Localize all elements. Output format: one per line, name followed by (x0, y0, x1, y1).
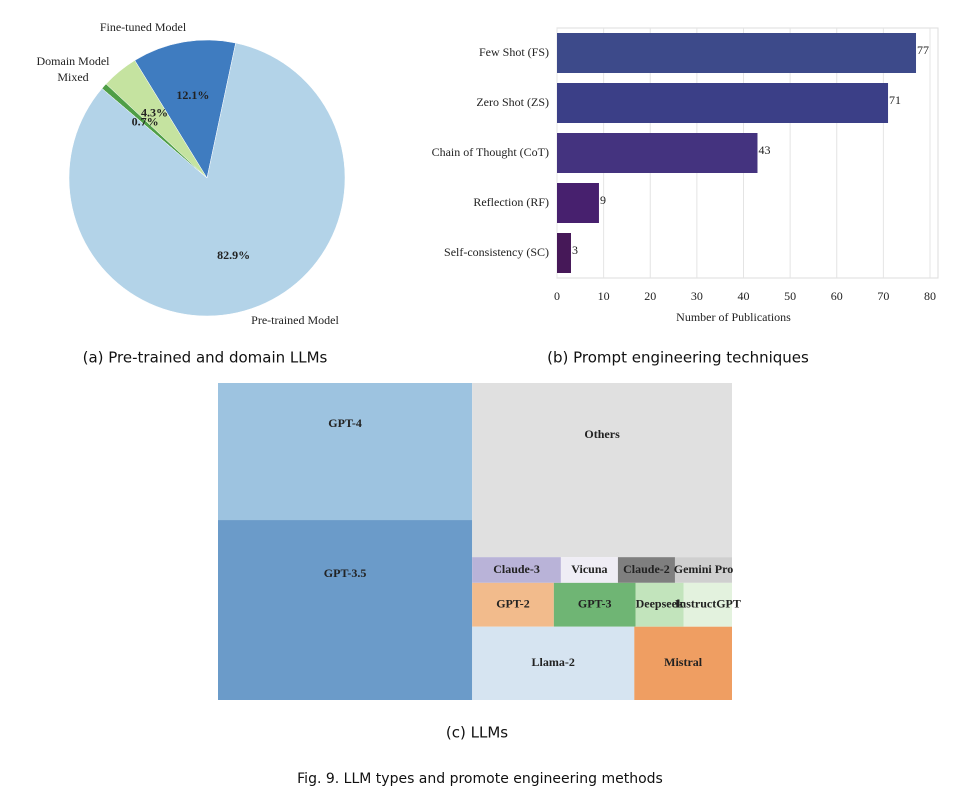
y-tick-label: Self-consistency (SC) (444, 245, 549, 259)
slice-label: 0.7% (132, 115, 159, 129)
cell-label: Claude-3 (493, 562, 540, 576)
data-label: 9 (600, 193, 606, 207)
category-label: Pre-trained Model (251, 313, 339, 327)
cell-label: GPT-3 (578, 597, 612, 611)
treemap-cell (218, 520, 473, 700)
cell-label: Others (584, 427, 620, 441)
treemap-cell (472, 557, 561, 583)
y-tick-label: Zero Shot (ZS) (476, 95, 549, 109)
treemap-cell (674, 557, 732, 583)
slice-label: 4.3% (141, 106, 168, 120)
x-tick-label: 70 (877, 289, 889, 303)
bar (557, 33, 917, 73)
x-tick-label: 10 (598, 289, 610, 303)
cell-label: Mistral (664, 655, 703, 669)
bar (557, 183, 599, 223)
x-tick-label: 30 (691, 289, 703, 303)
x-tick-label: 60 (831, 289, 843, 303)
y-tick-label: Chain of Thought (CoT) (432, 145, 549, 159)
cell-label: GPT-3.5 (324, 566, 367, 580)
category-label: Mixed (57, 70, 88, 84)
treemap-cell (683, 582, 732, 627)
cell-label: Deepseek (636, 597, 684, 611)
slice-label: 82.9% (217, 248, 250, 262)
x-tick-label: 80 (924, 289, 936, 303)
pie-slice (134, 39, 236, 179)
x-tick-label: 20 (644, 289, 656, 303)
category-label: Domain Model (37, 54, 111, 68)
data-label: 77 (917, 43, 929, 57)
treemap-cell (553, 582, 636, 627)
cell-label: GPT-4 (328, 416, 362, 430)
x-axis-label: Number of Publications (676, 310, 791, 324)
slice-label: 12.1% (176, 88, 209, 102)
cell-label: GPT-2 (496, 597, 530, 611)
cell-label: Llama-2 (532, 655, 575, 669)
x-tick-label: 50 (784, 289, 796, 303)
treemap-cell (472, 626, 635, 700)
treemap-cell (617, 557, 675, 583)
data-label: 43 (758, 143, 770, 157)
y-tick-label: Few Shot (FS) (479, 45, 549, 59)
treemap-cell (472, 582, 554, 627)
pie-slice (68, 42, 346, 317)
caption: (c) LLMs (446, 724, 508, 742)
cell-label: Claude-2 (623, 562, 670, 576)
treemap-cell (560, 557, 618, 583)
treemap-cell (634, 626, 732, 700)
caption: (b) Prompt engineering techniques (547, 349, 809, 367)
x-tick-label: 0 (554, 289, 560, 303)
treemap-cell (635, 582, 684, 627)
bar (557, 83, 889, 123)
data-label: 3 (572, 243, 578, 257)
cell-label: Gemini Pro (674, 562, 733, 576)
category-label: Fine-tuned Model (100, 20, 187, 34)
cell-label: Vicuna (571, 562, 607, 576)
y-tick-label: Reflection (RF) (473, 195, 549, 209)
bar (557, 133, 758, 173)
treemap-cell (218, 383, 473, 521)
data-label: 71 (889, 93, 901, 107)
caption: (a) Pre-trained and domain LLMs (83, 349, 328, 367)
x-tick-label: 40 (738, 289, 750, 303)
bar (557, 233, 571, 273)
figure-caption: Fig. 9. LLM types and promote engineerin… (297, 771, 663, 787)
cell-label: InstructGPT (675, 597, 741, 611)
treemap-cell (472, 383, 732, 558)
